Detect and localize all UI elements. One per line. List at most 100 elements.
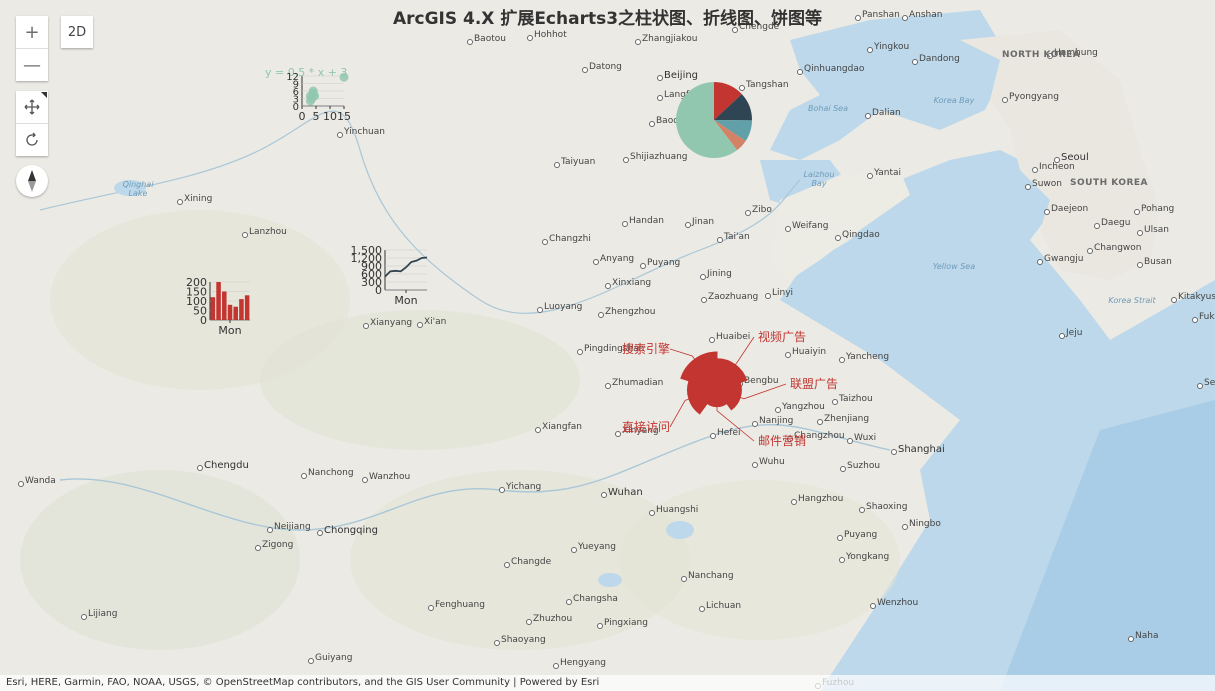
city-label: Weifang [792,221,829,231]
city-marker [752,462,758,468]
city-marker [902,15,908,21]
city-marker [571,547,577,553]
pie-slice [676,82,738,158]
corner-indicator-icon [41,92,47,98]
city-marker [765,293,771,299]
city-label: Jeju [1066,328,1083,338]
pie-slices [676,82,752,158]
city-label: Wenzhou [877,598,919,608]
city-marker [775,407,781,413]
view-2d-toggle[interactable]: 2D [61,16,93,48]
city-label: Daegu [1101,218,1131,228]
city-marker [504,562,510,568]
compass-button[interactable] [16,165,48,197]
bar [227,304,233,320]
city-marker [267,527,273,533]
city-label: Fenghuang [435,600,485,610]
city-label: Zaozhuang [708,292,759,302]
city-label: Dalian [872,108,901,118]
city-marker [1094,223,1100,229]
city-marker [542,239,548,245]
city-marker [363,323,369,329]
city-label: Wuhu [759,457,785,467]
zoom-out-button[interactable]: — [16,48,48,81]
city-label: Yangzhou [782,402,825,412]
city-label: Chengde [739,22,780,32]
water-label: Qinghai Lake [122,180,154,198]
zoom-control: + — [16,16,48,81]
rose-label: 视频广告 [758,329,806,344]
city-marker [242,232,248,238]
rose-label: 联盟广告 [790,377,838,391]
rose-label-line [740,383,787,400]
city-label: Xi'an [424,317,447,327]
city-label: Hamhung [1054,48,1098,58]
city-label: Suzhou [847,461,881,471]
city-label: Bengbu [744,376,779,386]
city-marker [197,465,203,471]
map-attribution[interactable]: Esri, HERE, Garmin, FAO, NOAA, USGS, © O… [0,675,1215,691]
scatter-y-tick-label: 3 [293,95,299,106]
city-label: Incheon [1039,162,1075,172]
city-label: Nanchang [688,571,734,581]
rotate-button[interactable] [16,123,48,156]
city-label: Hefei [717,428,741,438]
zoom-in-button[interactable]: + [24,21,40,43]
bar-y-tick-label: 100 [186,295,207,308]
city-label: Lichuan [706,601,742,611]
city-marker [847,438,853,444]
city-marker [649,121,655,127]
city-marker [1047,53,1053,59]
city-label: Hohhot [534,30,567,40]
city-marker [657,75,663,81]
city-marker [699,606,705,612]
city-label: Changsha [573,594,618,604]
water-label: Korea Strait [1108,296,1156,305]
city-marker [601,492,607,498]
rose-slice [716,358,748,391]
bar-y-tick-label: 200 [186,276,207,289]
scatter-x-tick-label: 0 [299,110,306,123]
city-label: Wuhan [608,487,643,498]
city-label: Changzhou [794,431,845,441]
scatter-y-tick-label: 9 [293,80,299,91]
city-label: Panshan [862,10,900,20]
city-marker [337,132,343,138]
city-label: Xinxiang [612,278,652,288]
city-marker [18,481,24,487]
line-y-tick-label: 600 [361,268,382,281]
city-label: Yongkang [846,552,890,562]
city-label: Xining [184,194,213,204]
city-marker [597,623,603,629]
rotate-icon [26,132,38,146]
city-marker [1059,333,1065,339]
city-label: Taiyuan [561,157,596,167]
line-path [384,256,428,278]
city-label: Nanchong [308,468,354,478]
city-label: Suwon [1032,179,1062,189]
city-marker [526,619,532,625]
city-marker [494,640,500,646]
city-label: Hengyang [560,658,606,668]
city-marker [839,557,845,563]
city-marker [752,421,758,427]
city-label: Tai'an [724,232,750,242]
scatter-x-tick-label: 10 [323,110,337,123]
city-label: Zigong [262,540,294,550]
city-marker [657,95,663,101]
pan-button[interactable] [16,91,48,123]
city-marker [732,27,738,33]
city-marker [837,535,843,541]
city-label: Ningbo [909,519,941,529]
city-label: Yichang [506,482,542,492]
city-marker [717,237,723,243]
city-marker [177,199,183,205]
city-label: Huangshi [656,505,699,515]
city-label: Chongqing [324,525,378,536]
rose-label: 邮件营销 [758,434,806,448]
city-marker [301,473,307,479]
city-marker [681,576,687,582]
